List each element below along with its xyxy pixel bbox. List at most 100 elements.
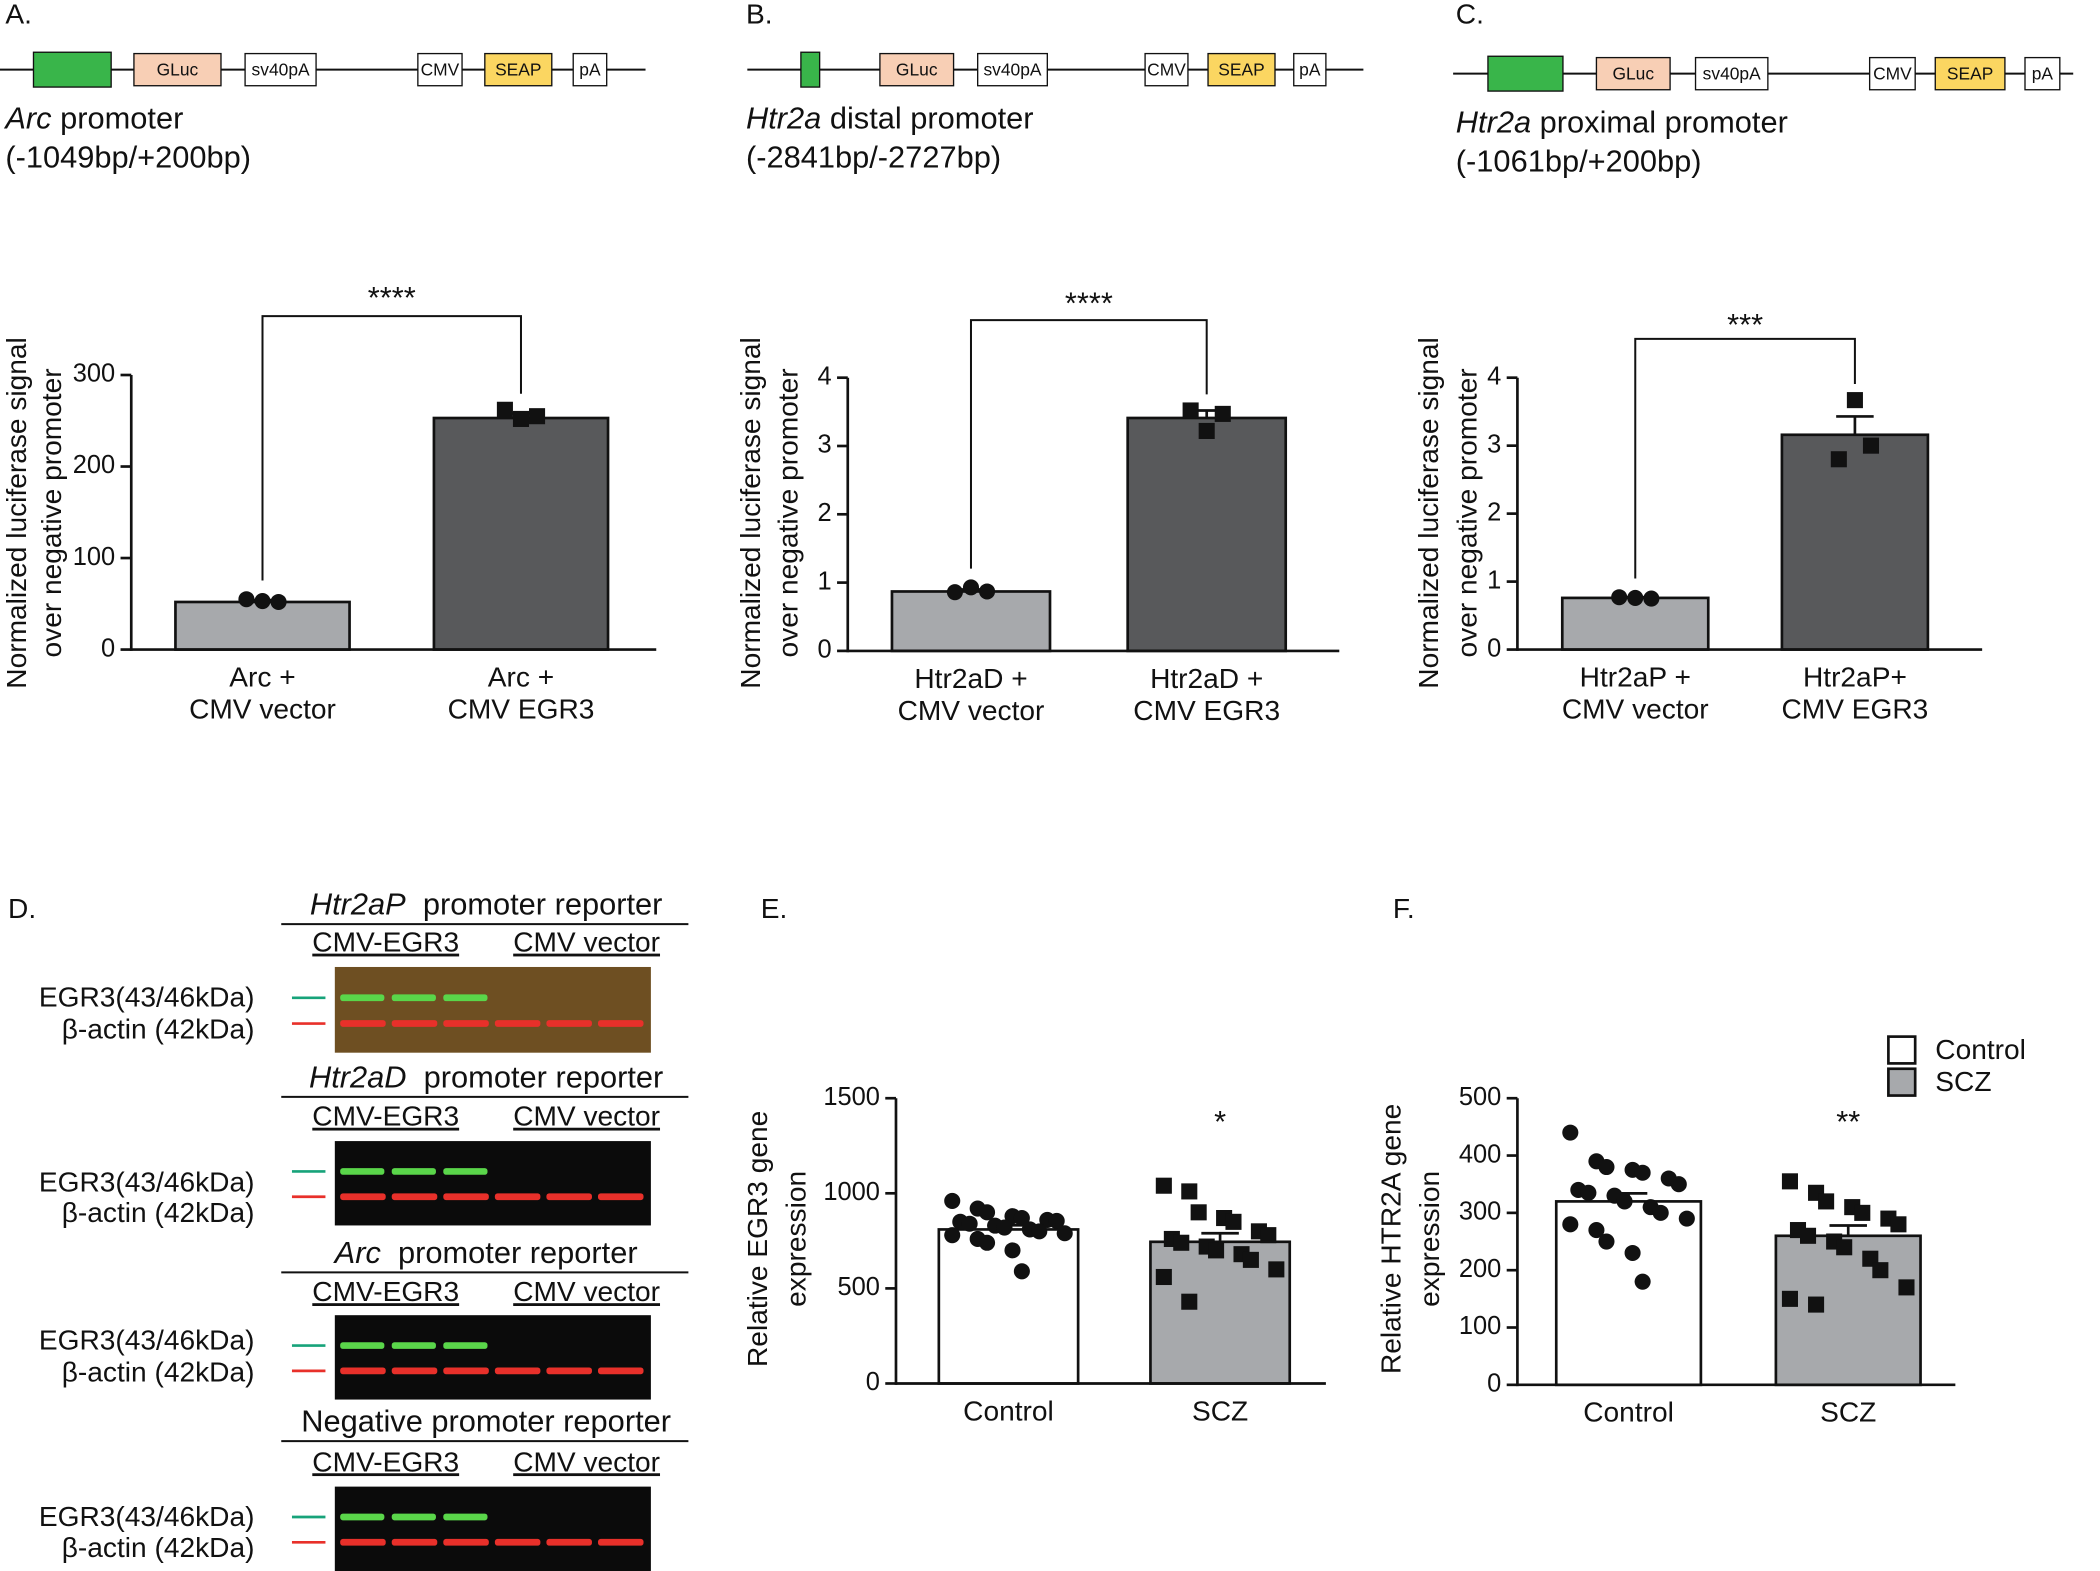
construct-range: (-2841bp/-2727bp) [746,140,1001,175]
element-box [133,52,222,87]
band-red [443,1367,489,1375]
construct-name-italic: Htr2a [746,101,821,136]
blot-title: Htr2aP promoter reporter [310,887,663,922]
element-label: SEAP [1947,64,1993,84]
panel-label: F. [1393,893,1415,924]
band-red [340,1020,386,1027]
band-red [597,1367,644,1375]
bar [1126,416,1288,653]
data-point [1836,1239,1853,1256]
data-point [996,1219,1013,1236]
significance-label: *** [1727,307,1763,342]
data-point [496,401,513,418]
element-box [1293,52,1327,87]
bar [174,600,351,651]
band-green [340,1513,385,1521]
data-point [1627,589,1644,606]
bar [1554,1200,1703,1387]
construct-name-italic: Arc [3,101,52,136]
blot-title: Negative promoter reporter [301,1404,671,1439]
element-box [1868,56,1916,91]
data-point [1898,1279,1915,1296]
data-point [1208,1242,1225,1259]
lane-label: CMV-EGR3 [312,1101,459,1132]
data-point [1260,1227,1277,1244]
legend-label: SCZ [1935,1066,1991,1097]
data-point [1588,1222,1605,1239]
band-green [391,994,436,1002]
y-tick-label: 200 [1459,1255,1501,1283]
element-label: sv40pA [1703,64,1761,84]
data-point [979,583,996,600]
data-point [1031,1223,1048,1240]
element-label: SEAP [1218,60,1264,80]
band-green [391,1513,436,1521]
data-point [1854,1204,1871,1221]
data-point [1182,402,1199,419]
promoter-box [800,51,821,88]
data-point [944,1227,961,1244]
y-axis-label: Relative EGR3 gene [742,1111,773,1367]
x-tick-label: Htr2aD + [914,663,1027,694]
x-tick-label: CMV vector [898,695,1045,726]
promoter-box [32,51,112,88]
data-point [979,1234,996,1251]
data-point [1268,1261,1285,1278]
bar [432,416,610,651]
y-tick-label: 100 [73,543,115,571]
data-point [238,591,255,608]
data-point [1013,1210,1030,1227]
construct-name: Htr2a proximal promoter [1456,105,1788,140]
y-tick-label: 0 [866,1368,880,1396]
blot-title-italic: Arc [333,1235,382,1270]
x-tick-label: SCZ [1192,1395,1248,1426]
element-box [244,52,317,87]
band-label: β-actin (42kDa) [62,1532,255,1563]
data-point [1818,1193,1835,1210]
data-point [529,408,546,425]
band-label: EGR3(43/46kDa) [39,1324,255,1355]
element-box [484,52,553,87]
significance-bracket [969,319,1208,569]
construct-range: (-1061bp/+200bp) [1456,144,1702,179]
band-label: EGR3(43/46kDa) [39,1501,255,1532]
data-point [946,584,963,601]
band-label: β-actin (42kDa) [62,1197,255,1228]
data-point [1181,1293,1198,1310]
blot-title: Htr2aD promoter reporter [309,1060,663,1095]
data-point [1670,1176,1687,1193]
data-point [1800,1227,1817,1244]
lane-label: CMV vector [513,927,660,958]
data-point [1214,405,1231,422]
element-label: sv40pA [252,60,310,80]
band-green [443,1513,488,1521]
y-tick-label: 0 [818,636,832,664]
element-box [572,52,608,87]
element-box [879,52,955,87]
band-red [340,1367,386,1375]
x-tick-label: CMV vector [1562,694,1709,725]
x-tick-label: Control [963,1395,1054,1426]
bar [1149,1240,1292,1385]
x-tick-label: SCZ [1820,1397,1876,1428]
data-point [1242,1251,1259,1268]
band-red [391,1193,438,1201]
band-green [443,1342,488,1349]
blot-title-italic: Htr2aD [309,1060,407,1095]
element-label: CMV [1873,64,1912,84]
y-axis-label: over negative promoter [1452,368,1483,657]
data-point [1624,1244,1641,1262]
data-point [1056,1225,1073,1242]
data-point [1598,1158,1615,1176]
element-box [417,52,463,87]
data-point [1225,1213,1242,1230]
y-axis-label: Normalized luciferase signal [1413,337,1444,689]
panel-label: E. [761,893,788,924]
y-axis-label: expression [1414,1171,1445,1307]
x-tick-label: Htr2aP+ [1803,661,1907,692]
y-tick-label: 1500 [823,1083,880,1111]
data-point [1181,1183,1198,1200]
data-point [1198,422,1215,439]
band-red [494,1538,541,1546]
